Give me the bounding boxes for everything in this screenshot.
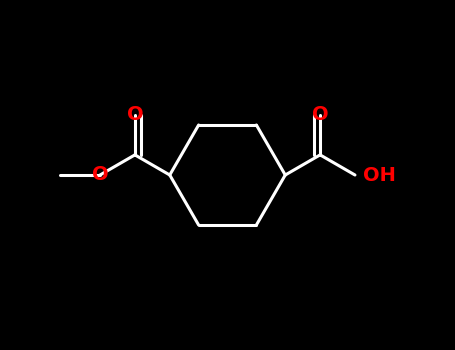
Text: O: O <box>312 105 329 124</box>
Text: O: O <box>126 105 143 124</box>
Text: O: O <box>92 166 108 184</box>
Text: OH: OH <box>363 166 395 184</box>
